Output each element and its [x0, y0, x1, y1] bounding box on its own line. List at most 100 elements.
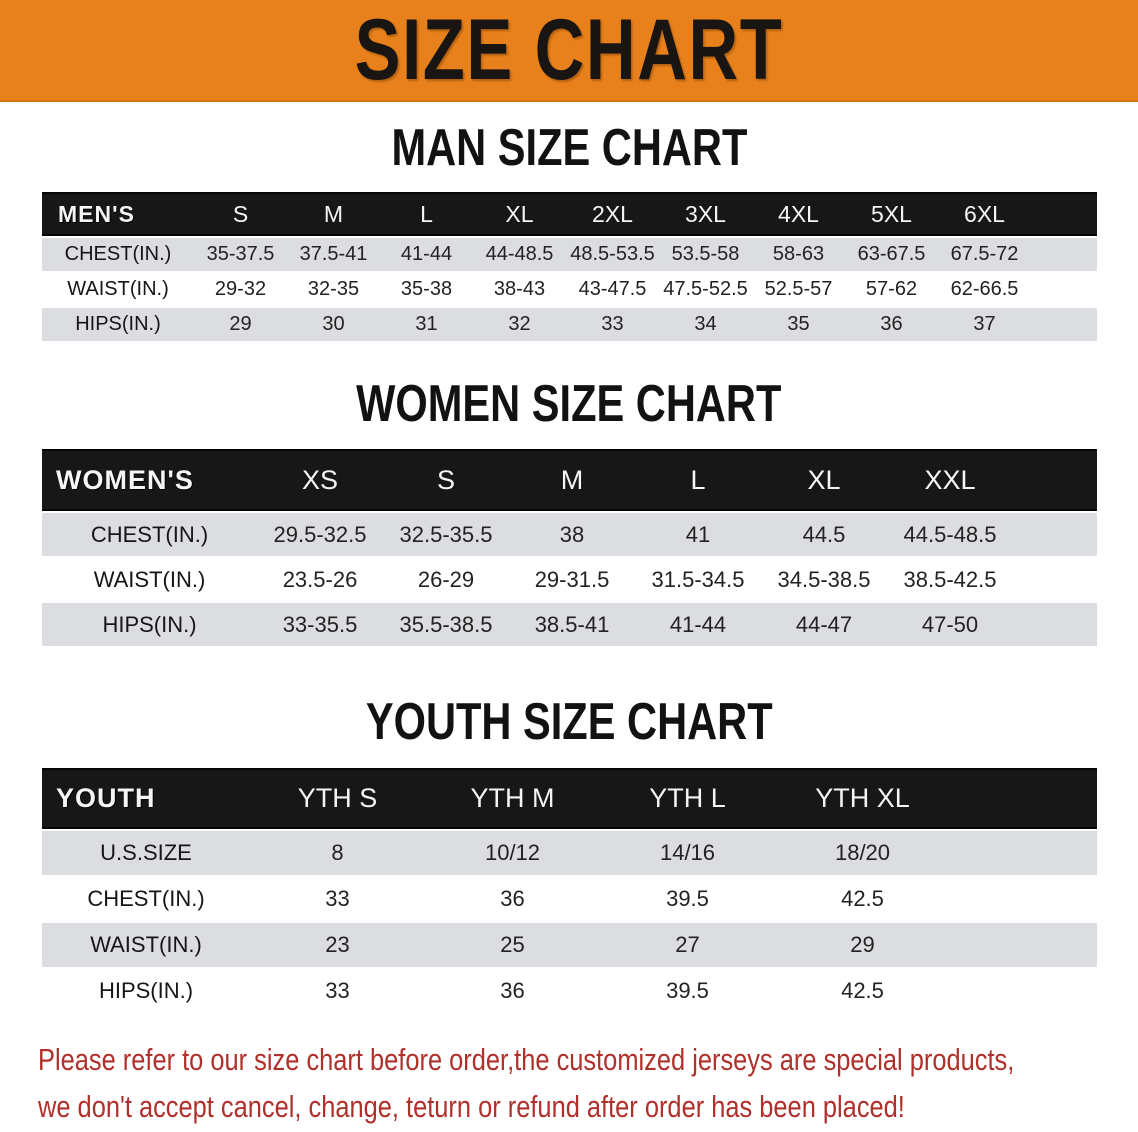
women-section-heading-text: WOMEN SIZE CHART [356, 375, 782, 433]
mens-hips-row: HIPS(IN.) 29 30 31 32 33 34 35 36 37 [42, 308, 1097, 341]
size-value-cell: 36 [845, 308, 938, 341]
size-value-cell: 67.5-72 [938, 238, 1031, 271]
row-label: CHEST(IN.) [42, 513, 257, 556]
size-value-cell: 41-44 [380, 238, 473, 271]
row-label: U.S.SIZE [42, 831, 250, 875]
youth-waist-row: WAIST(IN.) 23 25 27 29 [42, 923, 1097, 967]
size-value-cell: 14/16 [600, 831, 775, 875]
size-chart-banner: SIZE CHART [0, 0, 1138, 102]
size-value-cell: 47.5-52.5 [659, 273, 752, 306]
size-value-cell: 31 [380, 308, 473, 341]
size-value-cell: 38.5-41 [509, 603, 635, 646]
mens-column-header: 3XL [659, 192, 752, 236]
size-value-cell: 44.5-48.5 [887, 513, 1013, 556]
size-value-cell: 33-35.5 [257, 603, 383, 646]
mens-column-header: M [287, 192, 380, 236]
row-label: WAIST(IN.) [42, 273, 194, 306]
size-value-cell: 35.5-38.5 [383, 603, 509, 646]
spacer-cell [1013, 449, 1097, 511]
disclaimer-line-2: we don't accept cancel, change, teturn o… [38, 1089, 905, 1124]
mens-waist-row: WAIST(IN.) 29-32 32-35 35-38 38-43 43-47… [42, 273, 1097, 306]
size-value-cell: 10/12 [425, 831, 600, 875]
size-value-cell: 23 [250, 923, 425, 967]
youth-column-header: YTH L [600, 768, 775, 829]
size-value-cell: 29.5-32.5 [257, 513, 383, 556]
size-value-cell: 18/20 [775, 831, 950, 875]
size-value-cell: 33 [250, 969, 425, 1013]
size-value-cell: 30 [287, 308, 380, 341]
size-value-cell: 44-48.5 [473, 238, 566, 271]
womens-header-row: WOMEN'S XS S M L XL XXL [42, 449, 1097, 511]
row-label: HIPS(IN.) [42, 308, 194, 341]
size-value-cell: 43-47.5 [566, 273, 659, 306]
youth-header-row: YOUTH YTH S YTH M YTH L YTH XL [42, 768, 1097, 829]
size-value-cell: 38.5-42.5 [887, 558, 1013, 601]
size-value-cell: 32.5-35.5 [383, 513, 509, 556]
size-value-cell: 29 [194, 308, 287, 341]
size-value-cell: 53.5-58 [659, 238, 752, 271]
youth-section-heading-text: YOUTH SIZE CHART [365, 693, 773, 751]
size-value-cell: 57-62 [845, 273, 938, 306]
size-value-cell: 27 [600, 923, 775, 967]
size-value-cell: 35-38 [380, 273, 473, 306]
size-value-cell: 37.5-41 [287, 238, 380, 271]
size-value-cell: 8 [250, 831, 425, 875]
size-value-cell: 33 [566, 308, 659, 341]
youth-column-header: YTH S [250, 768, 425, 829]
size-value-cell: 41 [635, 513, 761, 556]
spacer-cell [950, 877, 1097, 921]
size-value-cell: 42.5 [775, 877, 950, 921]
size-value-cell: 47-50 [887, 603, 1013, 646]
size-value-cell: 35-37.5 [194, 238, 287, 271]
size-value-cell: 33 [250, 877, 425, 921]
youth-column-header: YTH XL [775, 768, 950, 829]
row-label: CHEST(IN.) [42, 877, 250, 921]
size-value-cell: 42.5 [775, 969, 950, 1013]
size-value-cell: 48.5-53.5 [566, 238, 659, 271]
youth-size-table: YOUTH YTH S YTH M YTH L YTH XL U.S.SIZE … [42, 766, 1097, 1015]
size-value-cell: 29 [775, 923, 950, 967]
spacer-cell [950, 768, 1097, 829]
page-title: SIZE CHART [354, 1, 784, 98]
spacer-cell [1031, 273, 1097, 306]
man-section-heading-text: MAN SIZE CHART [391, 119, 747, 177]
disclaimer-line-1: Please refer to our size chart before or… [38, 1042, 1015, 1077]
size-value-cell: 35 [752, 308, 845, 341]
spacer-cell [1031, 308, 1097, 341]
womens-column-header: XXL [887, 449, 1013, 511]
size-value-cell: 32-35 [287, 273, 380, 306]
youth-ussize-row: U.S.SIZE 8 10/12 14/16 18/20 [42, 831, 1097, 875]
row-label: CHEST(IN.) [42, 238, 194, 271]
size-value-cell: 41-44 [635, 603, 761, 646]
women-section-heading: WOMEN SIZE CHART [0, 374, 1138, 434]
womens-column-header: M [509, 449, 635, 511]
womens-column-header: L [635, 449, 761, 511]
mens-chest-row: CHEST(IN.) 35-37.5 37.5-41 41-44 44-48.5… [42, 238, 1097, 271]
size-value-cell: 34 [659, 308, 752, 341]
size-value-cell: 29-32 [194, 273, 287, 306]
womens-column-header: XS [257, 449, 383, 511]
womens-chest-row: CHEST(IN.) 29.5-32.5 32.5-35.5 38 41 44.… [42, 513, 1097, 556]
spacer-cell [950, 831, 1097, 875]
youth-hips-row: HIPS(IN.) 33 36 39.5 42.5 [42, 969, 1097, 1013]
womens-waist-row: WAIST(IN.) 23.5-26 26-29 29-31.5 31.5-34… [42, 558, 1097, 601]
youth-chest-row: CHEST(IN.) 33 36 39.5 42.5 [42, 877, 1097, 921]
size-value-cell: 62-66.5 [938, 273, 1031, 306]
size-value-cell: 23.5-26 [257, 558, 383, 601]
spacer-cell [1013, 558, 1097, 601]
size-value-cell: 31.5-34.5 [635, 558, 761, 601]
size-value-cell: 34.5-38.5 [761, 558, 887, 601]
size-value-cell: 26-29 [383, 558, 509, 601]
spacer-cell [950, 923, 1097, 967]
youth-table-label: YOUTH [42, 768, 250, 829]
size-value-cell: 29-31.5 [509, 558, 635, 601]
mens-column-header: 5XL [845, 192, 938, 236]
spacer-cell [1031, 238, 1097, 271]
man-section-heading: MAN SIZE CHART [0, 118, 1138, 178]
mens-column-header: 2XL [566, 192, 659, 236]
size-value-cell: 37 [938, 308, 1031, 341]
womens-table-label: WOMEN'S [42, 449, 257, 511]
size-value-cell: 36 [425, 877, 600, 921]
size-value-cell: 39.5 [600, 969, 775, 1013]
size-value-cell: 58-63 [752, 238, 845, 271]
